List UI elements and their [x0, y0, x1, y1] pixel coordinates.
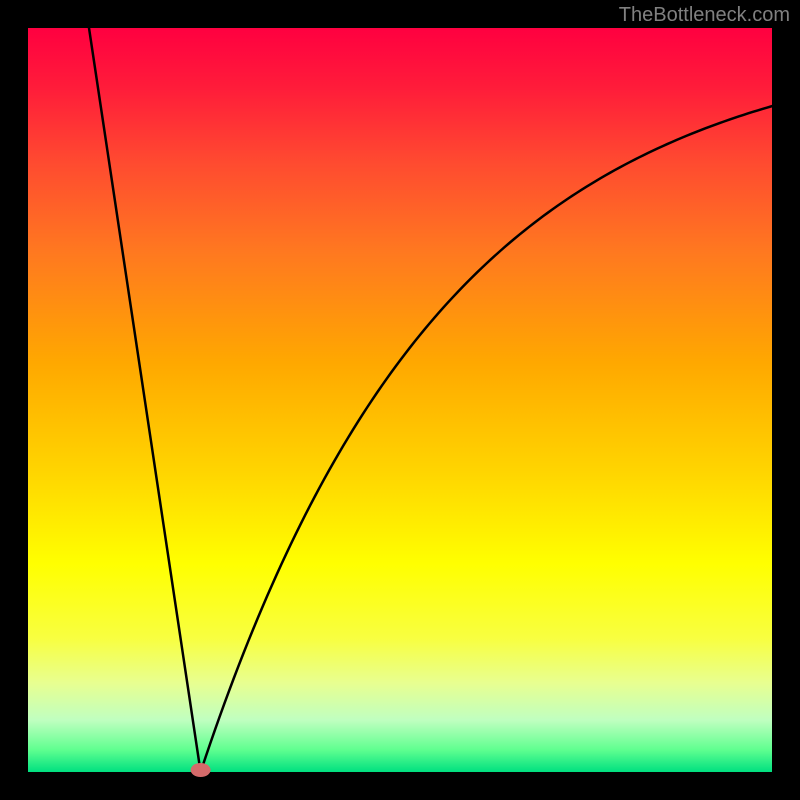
gradient-background	[28, 28, 772, 772]
chart-container: TheBottleneck.com	[0, 0, 800, 800]
minimum-marker	[191, 763, 211, 777]
chart-svg	[0, 0, 800, 800]
watermark-text: TheBottleneck.com	[619, 4, 790, 27]
